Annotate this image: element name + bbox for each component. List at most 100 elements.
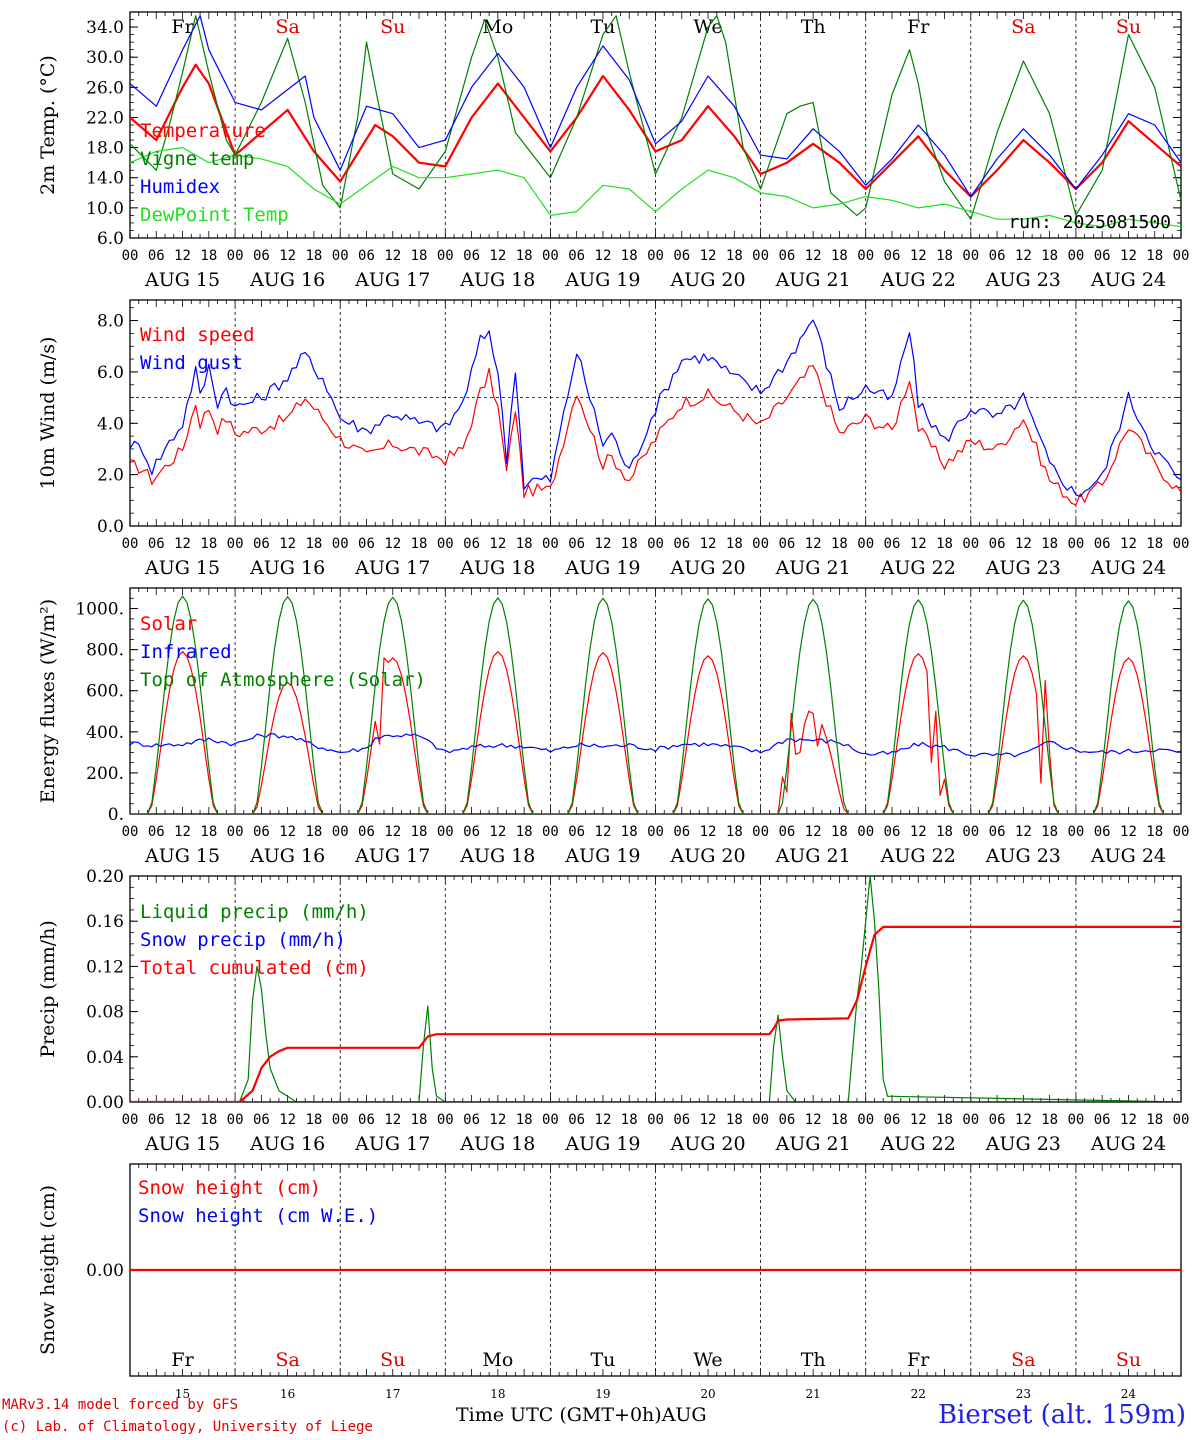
model-credit: MARv3.14 model forced by GFS (2, 1397, 239, 1413)
y-tick-label: 0.00 (86, 1261, 124, 1281)
hour-label: 00 (1173, 824, 1190, 840)
hour-label: 06 (1094, 824, 1111, 840)
legend-entry: DewPoint Temp (140, 204, 289, 226)
series-line-liquid-precip-mm-h (130, 876, 1181, 1102)
date-label: AUG 18 (459, 845, 535, 867)
y-tick-label: 18.0 (86, 139, 124, 159)
hour-label: 06 (568, 1112, 585, 1128)
day-number-label: 21 (806, 1387, 821, 1401)
hour-label: 12 (595, 536, 612, 552)
hour-label: 18 (200, 824, 217, 840)
hour-label: 06 (884, 536, 901, 552)
hour-label: 12 (489, 824, 506, 840)
legend-entry: Snow precip (mm/h) (140, 929, 346, 951)
hour-label: 00 (122, 1112, 139, 1128)
hour-label: 12 (910, 248, 927, 264)
hour-label: 00 (542, 248, 559, 264)
day-number-label: 23 (1016, 1387, 1031, 1401)
hour-label: 18 (621, 536, 638, 552)
hour-label: 00 (437, 1112, 454, 1128)
date-label: AUG 22 (880, 1133, 956, 1155)
series-line-humidex (130, 15, 1181, 198)
series-group (130, 595, 1181, 814)
hour-label: 12 (279, 824, 296, 840)
hour-label: 00 (752, 1112, 769, 1128)
hour-label: 18 (936, 1112, 953, 1128)
date-label: AUG 24 (1090, 845, 1166, 867)
date-label: AUG 22 (880, 557, 956, 579)
date-label: AUG 23 (985, 557, 1061, 579)
hour-label: 12 (1120, 824, 1137, 840)
hour-label: 18 (516, 824, 533, 840)
hour-label: 12 (805, 1112, 822, 1128)
hour-label: 18 (831, 536, 848, 552)
series-line-top-of-atmosphere-solar (130, 595, 1181, 814)
weekday-label: Th (801, 16, 826, 38)
date-label: AUG 20 (669, 1133, 745, 1155)
legend-entry: Infrared (140, 641, 232, 663)
hour-label: 00 (437, 536, 454, 552)
hour-label: 00 (647, 1112, 664, 1128)
day-number-label: 22 (911, 1387, 926, 1401)
hour-label: 06 (989, 248, 1006, 264)
hour-label: 00 (227, 248, 244, 264)
hour-label: 12 (1120, 1112, 1137, 1128)
hour-label: 06 (568, 824, 585, 840)
hour-label: 00 (542, 536, 559, 552)
x-axis-label: Time UTC (GMT+0h) (456, 1404, 662, 1426)
weekday-label: Sa (1011, 1349, 1035, 1371)
hour-label: 12 (384, 824, 401, 840)
hour-label: 06 (673, 248, 690, 264)
y-tick-label: 26.0 (86, 78, 124, 98)
hour-label: 12 (700, 536, 717, 552)
hour-label: 00 (227, 824, 244, 840)
y-tick-label: 34.0 (86, 18, 124, 38)
date-label: AUG 24 (1090, 269, 1166, 291)
hour-label: 12 (595, 824, 612, 840)
series-line-wind-gust (130, 319, 1181, 497)
y-tick-label: 6.0 (97, 229, 124, 249)
run-annotation: run: 2025081500 (1008, 212, 1171, 233)
date-label: AUG 17 (354, 1133, 430, 1155)
hour-label: 06 (673, 536, 690, 552)
hour-label: 18 (1146, 248, 1163, 264)
hour-label: 12 (279, 536, 296, 552)
hour-label: 18 (621, 1112, 638, 1128)
hour-label: 12 (174, 824, 191, 840)
weekday-label: Sa (275, 16, 299, 38)
hour-label: 12 (910, 536, 927, 552)
panel-3: 0. 200. 400. 600. 800. 1000. Energy fluxes (W/… (37, 587, 1190, 867)
y-tick-label: 0. (108, 805, 124, 825)
weekday-label: Su (1116, 16, 1141, 38)
series-group (130, 15, 1181, 228)
hour-label: 06 (358, 824, 375, 840)
hour-label: 18 (726, 1112, 743, 1128)
hour-label: 18 (305, 1112, 322, 1128)
hour-label: 18 (726, 824, 743, 840)
day-number-label: 19 (595, 1387, 610, 1401)
series-line-solar (130, 651, 1181, 814)
hour-label: 06 (673, 824, 690, 840)
hour-label: 12 (805, 824, 822, 840)
hour-label: 18 (305, 248, 322, 264)
date-label: AUG 15 (144, 1133, 220, 1155)
weekday-label: Th (801, 1349, 826, 1371)
hour-label: 12 (384, 248, 401, 264)
hour-label: 00 (1067, 248, 1084, 264)
date-label: AUG 20 (669, 557, 745, 579)
panel-1: 6.0 10.0 14.0 18.0 22.0 26.0 30.0 34.0 2m Temp. … (37, 11, 1189, 291)
hour-label: 18 (831, 824, 848, 840)
day-number-label: 18 (490, 1387, 505, 1401)
date-label: AUG 15 (144, 845, 220, 867)
weekday-label: Mo (482, 16, 513, 38)
series-group (130, 319, 1181, 506)
series-line-wind-speed (130, 365, 1181, 506)
weekday-label: Su (1116, 1349, 1141, 1371)
hour-label: 06 (463, 536, 480, 552)
hour-label: 06 (778, 1112, 795, 1128)
date-label: AUG 19 (564, 557, 640, 579)
hour-label: 06 (358, 1112, 375, 1128)
hour-label: 06 (253, 248, 270, 264)
hour-label: 06 (989, 824, 1006, 840)
hour-label: 06 (463, 248, 480, 264)
